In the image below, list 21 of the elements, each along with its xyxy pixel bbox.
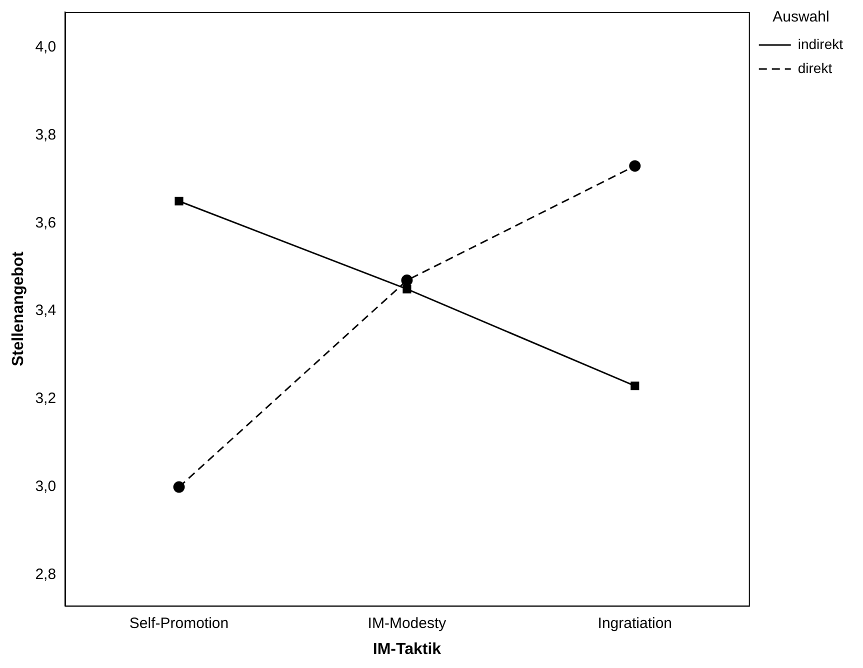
point xyxy=(402,284,412,294)
y-tick-label: 4,0 xyxy=(35,38,56,56)
y-tick-label: 3,8 xyxy=(35,126,56,144)
x-tick-label: IM-Modesty xyxy=(368,614,447,632)
y-tick-label: 2,8 xyxy=(35,566,56,584)
point xyxy=(401,274,413,286)
y-tick-label: 3,6 xyxy=(35,214,56,232)
legend-label: indirekt xyxy=(798,36,844,52)
x-axis-title: IM-Taktik xyxy=(372,640,442,658)
legend-label: direkt xyxy=(798,60,832,76)
y-tick-label: 3,2 xyxy=(35,390,56,408)
point xyxy=(630,382,640,390)
x-tick-label: Ingratiation xyxy=(598,614,672,632)
x-tick-label: Self-Promotion xyxy=(129,614,229,632)
point xyxy=(173,481,185,493)
y-tick-label: 3,0 xyxy=(35,478,56,496)
point xyxy=(629,160,641,172)
y-axis-title: Stellenangebot xyxy=(10,250,28,366)
point xyxy=(174,196,184,206)
legend-title: Auswahl xyxy=(772,8,830,26)
y-tick-label: 3,4 xyxy=(35,302,56,320)
